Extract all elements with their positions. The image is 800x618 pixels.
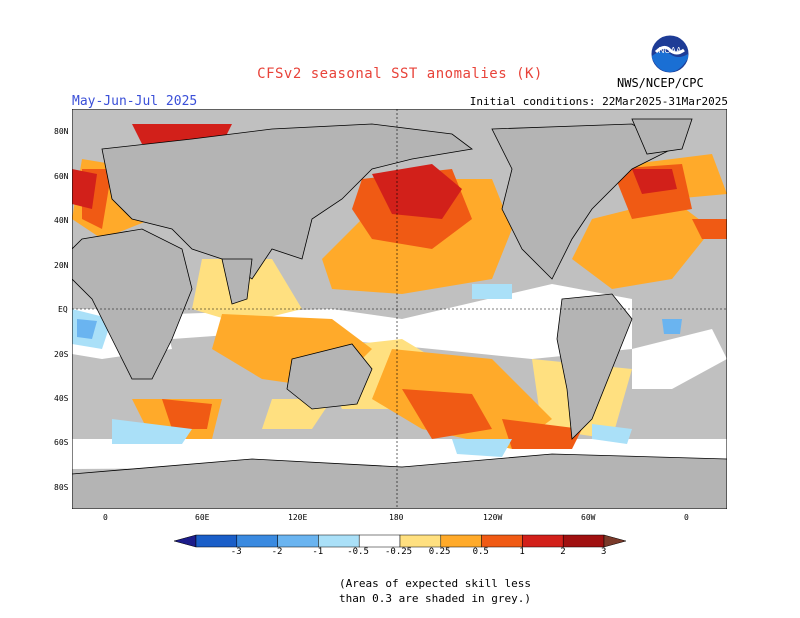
lat-label: 60N: [54, 172, 69, 181]
lat-label: 80N: [54, 127, 69, 136]
colorbar-segment: [399, 534, 442, 548]
colorbar-segment: [195, 534, 238, 548]
skill-note: (Areas of expected skill less than 0.3 a…: [0, 576, 800, 606]
colorbar-segment: [318, 534, 360, 548]
colorbar-tick-label: 2: [560, 547, 566, 557]
agency-label: NWS/NCEP/CPC: [617, 76, 704, 90]
colorbar-arrow-high: [603, 534, 626, 548]
lon-label: 180: [389, 513, 404, 522]
colorbar-tick-label: 3: [601, 547, 607, 557]
colorbar: [174, 534, 626, 548]
lon-label: 0: [103, 513, 108, 522]
colorbar-segment: [277, 534, 319, 548]
colorbar-segment: [440, 534, 482, 548]
lon-label: 120W: [483, 513, 503, 522]
colorbar-segment: [522, 534, 564, 548]
lon-label: 60E: [195, 513, 210, 522]
colorbar-segment: [358, 534, 401, 548]
colorbar-tick-label: -0.25: [385, 547, 413, 557]
lat-label: 20N: [54, 261, 69, 270]
lon-label: 0: [684, 513, 689, 522]
colorbar-tick-label: -3: [230, 547, 242, 557]
lat-label: 40S: [54, 394, 69, 403]
colorbar-tick-label: 1: [519, 547, 525, 557]
colorbar-arrow-low: [174, 534, 197, 548]
colorbar-segment: [562, 534, 605, 548]
colorbar-tick-label: 0.5: [472, 547, 489, 557]
lat-label: EQ: [58, 305, 68, 314]
skill-note-line1: (Areas of expected skill less: [338, 577, 532, 590]
noaa-logo: NOAA: [650, 34, 690, 74]
colorbar-tick-label: -2: [271, 547, 283, 557]
anomaly-mid-blue: [77, 319, 682, 339]
colorbar-tick-label: -0.5: [347, 547, 369, 557]
sst-anomaly-map: [72, 109, 727, 509]
colorbar-tick-label: 0.25: [428, 547, 451, 557]
map-title: CFSv2 seasonal SST anomalies (K): [257, 66, 543, 82]
colorbar-segment: [236, 534, 278, 548]
lon-label: 60W: [581, 513, 596, 522]
colorbar-tick-label: -1: [312, 547, 324, 557]
lon-label: 120E: [288, 513, 308, 522]
lat-label: 60S: [54, 438, 69, 447]
season-label: May-Jun-Jul 2025: [72, 94, 198, 109]
colorbar-segment: [481, 534, 523, 548]
lat-label: 80S: [54, 483, 69, 492]
lat-label: 20S: [54, 350, 69, 359]
land-masses: [72, 118, 727, 509]
initial-conditions-label: Initial conditions: 22Mar2025-31Mar2025: [469, 95, 728, 108]
svg-text:NOAA: NOAA: [659, 46, 682, 55]
lat-label: 40N: [54, 216, 69, 225]
skill-note-line2: than 0.3 are shaded in grey.): [338, 592, 532, 605]
map-gridlines: [72, 109, 727, 509]
